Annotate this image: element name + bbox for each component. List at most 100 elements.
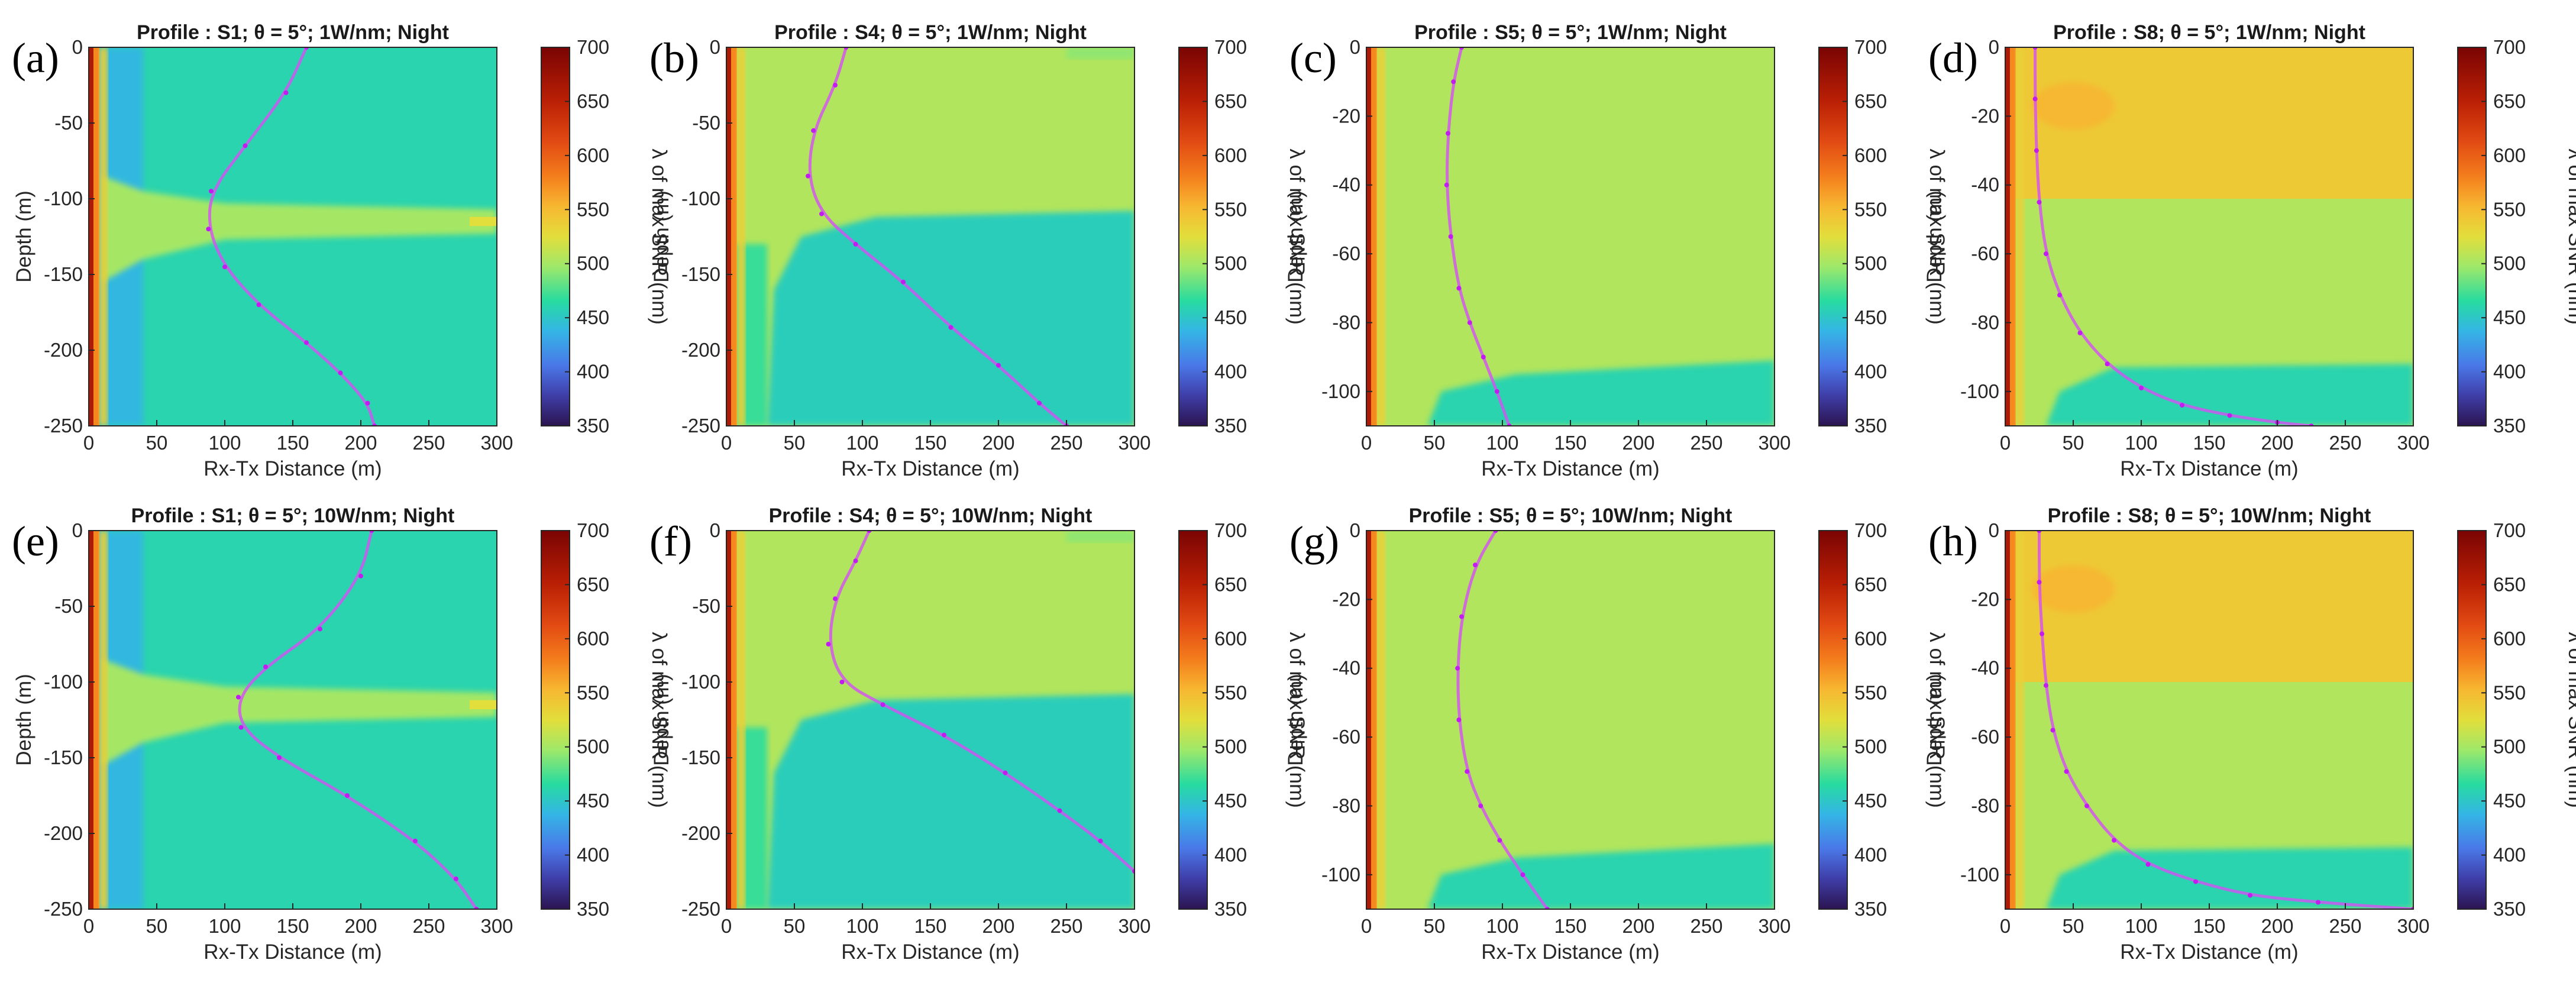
colorbar-tick-label: 650 bbox=[1854, 573, 1887, 595]
chart-title: Profile : S1; θ = 5°; 10W/nm; Night bbox=[131, 505, 455, 527]
x-tick-label: 0 bbox=[83, 432, 94, 454]
colorbar-tick-label: 700 bbox=[1214, 519, 1247, 541]
x-tick-label: 150 bbox=[276, 915, 309, 937]
optimal-path-point bbox=[853, 241, 858, 247]
optimal-path-point bbox=[2044, 251, 2048, 257]
optimal-path-point bbox=[2139, 386, 2144, 390]
colorbar-tick-label: 550 bbox=[1214, 198, 1247, 220]
y-tick-label: -150 bbox=[681, 746, 720, 768]
optimal-path-point bbox=[901, 279, 906, 285]
x-tick-label: 100 bbox=[1486, 915, 1518, 937]
field-source-strip-yellow bbox=[731, 531, 737, 909]
x-tick-label: 300 bbox=[1118, 432, 1150, 454]
chart-panel-g: 0 50 100 150 200 250 300 0 -20 -40 -60 -80 -100 Rx-Tx… bbox=[1284, 505, 1948, 964]
colorbar-tick-label: 400 bbox=[1854, 844, 1887, 866]
field-upper-region bbox=[1366, 47, 1775, 426]
colorbar-tick-label: 650 bbox=[577, 573, 609, 595]
field-source-strip-yellow bbox=[1371, 531, 1377, 909]
x-tick-label: 250 bbox=[2329, 432, 2361, 454]
y-tick-label: -100 bbox=[1960, 864, 1999, 885]
colorbar-tick-label: 450 bbox=[577, 306, 609, 328]
optimal-path-point bbox=[1451, 79, 1456, 85]
x-tick-label: 100 bbox=[2125, 432, 2157, 454]
colorbar bbox=[1818, 47, 1848, 426]
optimal-path-line bbox=[2038, 531, 2413, 909]
field-green-band bbox=[102, 659, 497, 765]
optimal-path-point bbox=[236, 694, 241, 700]
field-lower-region bbox=[767, 694, 1135, 909]
colorbar-tick-label: 550 bbox=[2493, 681, 2526, 703]
x-tick-label: 300 bbox=[1758, 915, 1790, 937]
optimal-path-point bbox=[2050, 728, 2055, 733]
y-tick-label: 0 bbox=[1989, 519, 1999, 541]
optimal-path-point bbox=[283, 90, 289, 95]
optimal-path-point bbox=[345, 793, 350, 798]
y-tick-label: -40 bbox=[1332, 174, 1360, 196]
optimal-path-point bbox=[1465, 769, 1470, 774]
x-tick-label: 150 bbox=[1554, 432, 1586, 454]
optimal-path-point bbox=[2032, 96, 2038, 102]
optimal-path-point bbox=[1444, 182, 1449, 188]
optimal-path-point bbox=[2037, 580, 2042, 585]
optimal-path-point bbox=[2193, 879, 2198, 884]
colorbar-tick-label: 450 bbox=[1854, 790, 1887, 812]
heatmap-field bbox=[1366, 47, 1775, 426]
x-tick-label: 100 bbox=[208, 915, 241, 937]
field-lower-region bbox=[2046, 364, 2413, 426]
x-tick-label: 50 bbox=[784, 915, 806, 937]
optimal-path-point bbox=[826, 642, 831, 647]
x-tick-label: 150 bbox=[276, 432, 309, 454]
chart-title: Profile : S1; θ = 5°; 1W/nm; Night bbox=[137, 21, 449, 44]
optimal-path-point bbox=[880, 702, 885, 707]
y-tick-label: -150 bbox=[44, 746, 83, 768]
optimal-path-point bbox=[243, 143, 248, 148]
colorbar-tick-label: 400 bbox=[1854, 361, 1887, 383]
optimal-path-point bbox=[1098, 838, 1103, 843]
colorbar-tick-label: 500 bbox=[577, 253, 609, 274]
colorbar-tick-label: 650 bbox=[2493, 573, 2526, 595]
x-tick-label: 250 bbox=[2329, 915, 2361, 937]
x-tick-label: 250 bbox=[1050, 432, 1082, 454]
field-upper-region bbox=[1366, 531, 1775, 909]
y-tick-label: -150 bbox=[681, 263, 720, 285]
x-tick-label: 0 bbox=[721, 915, 732, 937]
y-tick-label: 0 bbox=[72, 36, 83, 58]
heatmap-field bbox=[2005, 47, 2413, 426]
colorbar-tick-label: 350 bbox=[577, 898, 609, 920]
optimal-path-point bbox=[1057, 808, 1062, 813]
colorbar-tick-label: 350 bbox=[1854, 898, 1887, 920]
y-tick-label: -60 bbox=[1971, 726, 1999, 748]
field-green-band bbox=[102, 176, 497, 282]
colorbar-tick-label: 400 bbox=[577, 844, 609, 866]
optimal-path-point bbox=[2112, 838, 2116, 843]
optimal-path-point bbox=[413, 838, 418, 843]
colorbar-tick-label: 500 bbox=[1854, 736, 1887, 758]
y-tick-label: -100 bbox=[44, 671, 83, 693]
y-tick-label: -20 bbox=[1332, 588, 1360, 610]
field-source-strip-red bbox=[89, 47, 93, 426]
optimal-path-point bbox=[256, 302, 261, 308]
colorbar-tick-label: 500 bbox=[577, 736, 609, 758]
colorbar bbox=[541, 530, 570, 910]
y-tick-label: -50 bbox=[692, 112, 720, 134]
y-axis-label: Depth (m) bbox=[650, 190, 673, 283]
optimal-path-point bbox=[811, 128, 816, 133]
y-axis-label: Depth (m) bbox=[12, 190, 35, 283]
panel-letter: (c) bbox=[1289, 34, 1337, 82]
field-source-strip-yellow bbox=[731, 47, 737, 426]
x-axis-label: Rx-Tx Distance (m) bbox=[841, 940, 1019, 964]
x-axis-label: Rx-Tx Distance (m) bbox=[203, 457, 382, 480]
optimal-path-point bbox=[2316, 900, 2320, 905]
x-tick-label: 300 bbox=[2397, 915, 2429, 937]
field-source-strip-green bbox=[1377, 531, 1385, 909]
optimal-path-point bbox=[806, 173, 810, 179]
x-tick-label: 100 bbox=[846, 915, 878, 937]
x-tick-label: 0 bbox=[1361, 915, 1372, 937]
optimal-path-line bbox=[2034, 47, 2312, 426]
optimal-path-point bbox=[277, 755, 282, 760]
optimal-path-point bbox=[209, 189, 214, 194]
colorbar-tick-label: 550 bbox=[1854, 681, 1887, 703]
colorbar-tick-label: 700 bbox=[1854, 519, 1887, 541]
chart-panel-b: 0 50 100 150 200 250 300 0 -50 -100 -150 -200 -250 Rx… bbox=[649, 21, 1308, 480]
chart-title: Profile : S4; θ = 5°; 1W/nm; Night bbox=[774, 21, 1087, 44]
